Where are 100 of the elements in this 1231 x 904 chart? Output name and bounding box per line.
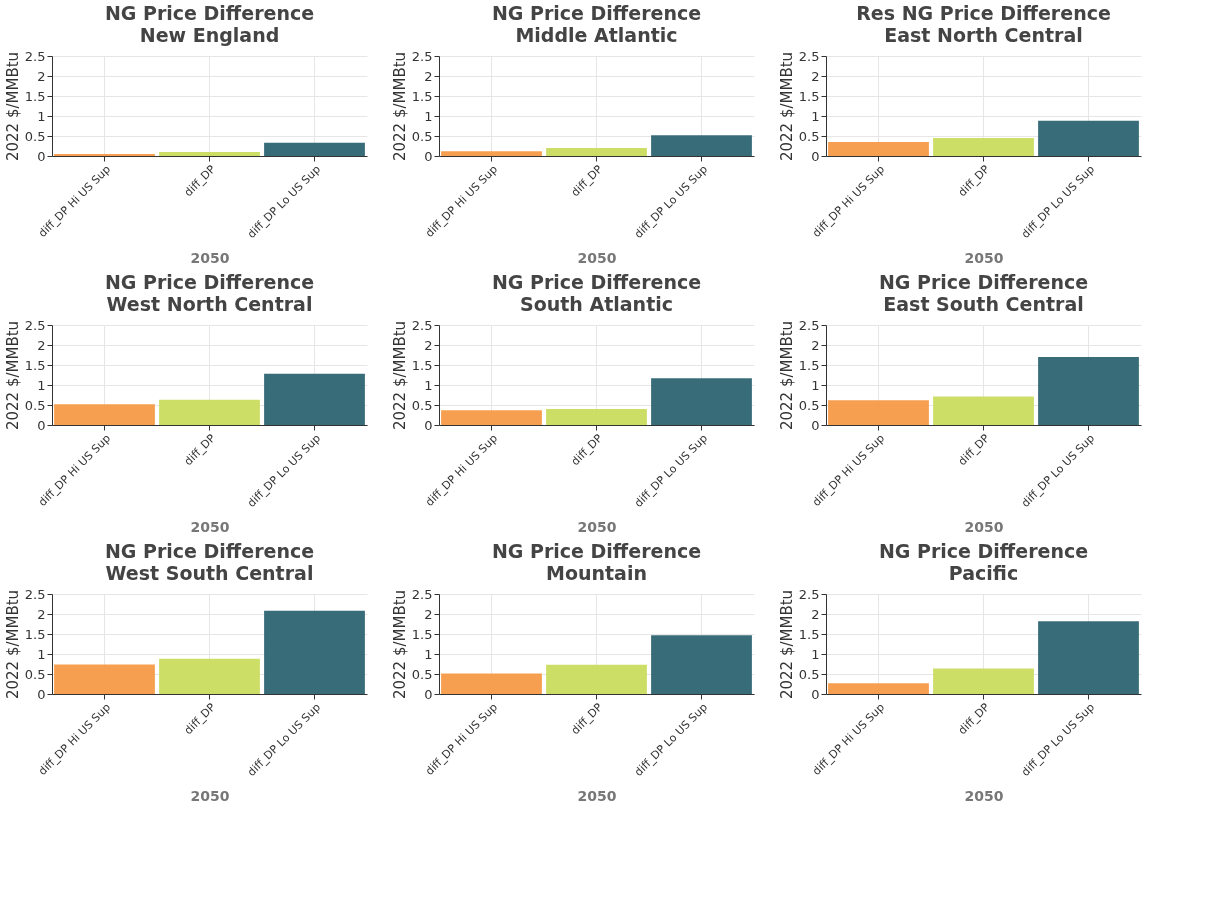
chart-title: NG Price Difference — [104, 540, 315, 562]
x-axis-title: 2050 — [964, 519, 1004, 536]
bar — [828, 400, 929, 425]
chart-subtitle: Mountain — [546, 562, 647, 584]
y-axis-title: 2022 $/MMBtu — [390, 320, 409, 431]
x-axis-title: 2050 — [190, 250, 230, 267]
x-axis-title: 2050 — [577, 250, 617, 267]
bar — [54, 404, 155, 425]
y-tick-label: 2 — [424, 606, 433, 622]
y-tick-label: 1.5 — [411, 357, 433, 373]
bar — [264, 373, 365, 425]
y-tick-label: 2 — [424, 68, 433, 84]
chart-subtitle: West South Central — [105, 562, 314, 584]
y-tick-label: 2 — [37, 337, 46, 353]
bar — [933, 668, 1034, 694]
bar — [1038, 621, 1139, 694]
bar — [933, 138, 1034, 156]
y-tick-label: 2.5 — [411, 48, 433, 64]
chart-subtitle: East South Central — [883, 293, 1084, 315]
bar — [54, 664, 155, 694]
bar — [651, 635, 752, 694]
bar — [546, 148, 647, 156]
y-tick-label: 1 — [424, 377, 433, 393]
bar — [159, 399, 260, 425]
y-axis-title: 2022 $/MMBtu — [777, 51, 796, 162]
y-tick-label: 1.5 — [24, 357, 46, 373]
y-axis-title: 2022 $/MMBtu — [3, 589, 22, 700]
y-tick-label: 1 — [424, 646, 433, 662]
y-tick-label: 1 — [811, 377, 820, 393]
y-tick-label: 2 — [37, 68, 46, 84]
y-tick-label: 1 — [811, 108, 820, 124]
bar — [441, 410, 542, 425]
x-axis-title: 2050 — [964, 788, 1004, 805]
bar — [264, 610, 365, 694]
chart-title: Res NG Price Difference — [856, 2, 1111, 24]
x-axis-title: 2050 — [190, 788, 230, 805]
y-tick-label: 0 — [424, 417, 433, 433]
y-axis-title: 2022 $/MMBtu — [3, 320, 22, 431]
bar — [651, 378, 752, 425]
bar — [546, 409, 647, 425]
y-tick-label: 0.5 — [798, 666, 820, 682]
y-axis-title: 2022 $/MMBtu — [777, 589, 796, 700]
y-tick-label: 2.5 — [798, 48, 820, 64]
x-axis-title: 2050 — [577, 519, 617, 536]
y-tick-label: 0 — [811, 686, 820, 702]
y-tick-label: 1 — [37, 646, 46, 662]
bar — [546, 664, 647, 694]
y-axis-title: 2022 $/MMBtu — [390, 51, 409, 162]
y-tick-label: 1 — [424, 108, 433, 124]
y-tick-label: 1.5 — [24, 88, 46, 104]
bar — [441, 673, 542, 694]
y-tick-label: 0 — [424, 148, 433, 164]
y-tick-label: 1 — [37, 108, 46, 124]
y-tick-label: 2.5 — [798, 317, 820, 333]
y-tick-label: 0.5 — [24, 128, 46, 144]
y-tick-label: 2.5 — [411, 317, 433, 333]
bar — [159, 658, 260, 694]
y-tick-label: 2 — [424, 337, 433, 353]
bar — [933, 396, 1034, 425]
x-axis-title: 2050 — [964, 250, 1004, 267]
y-tick-label: 2.5 — [24, 317, 46, 333]
y-tick-label: 1 — [37, 377, 46, 393]
bar — [828, 142, 929, 156]
y-tick-label: 2.5 — [24, 586, 46, 602]
chart-title: NG Price Difference — [491, 540, 702, 562]
chart-subtitle: Pacific — [948, 562, 1019, 584]
chart-title: NG Price Difference — [104, 2, 315, 24]
y-tick-label: 2 — [37, 606, 46, 622]
y-tick-label: 0.5 — [798, 397, 820, 413]
chart-title: NG Price Difference — [491, 2, 702, 24]
chart-subtitle: West North Central — [106, 293, 313, 315]
y-tick-label: 1.5 — [24, 626, 46, 642]
chart-title: NG Price Difference — [878, 540, 1089, 562]
y-tick-label: 2.5 — [24, 48, 46, 64]
x-axis-title: 2050 — [190, 519, 230, 536]
chart-title: NG Price Difference — [878, 271, 1089, 293]
y-tick-label: 1.5 — [798, 357, 820, 373]
y-axis-title: 2022 $/MMBtu — [777, 320, 796, 431]
bar — [828, 683, 929, 694]
y-tick-label: 0.5 — [798, 128, 820, 144]
y-tick-label: 0.5 — [411, 397, 433, 413]
y-tick-label: 0 — [37, 148, 46, 164]
y-tick-label: 1.5 — [411, 88, 433, 104]
chart-subtitle: Middle Atlantic — [515, 24, 678, 46]
y-tick-label: 0 — [424, 686, 433, 702]
x-axis-title: 2050 — [577, 788, 617, 805]
y-tick-label: 1.5 — [798, 88, 820, 104]
bar — [651, 135, 752, 156]
chart-subtitle: South Atlantic — [520, 293, 673, 315]
y-tick-label: 1.5 — [411, 626, 433, 642]
y-axis-title: 2022 $/MMBtu — [3, 51, 22, 162]
chart-subtitle: East North Central — [884, 24, 1083, 46]
y-tick-label: 2 — [811, 68, 820, 84]
y-tick-label: 0.5 — [411, 128, 433, 144]
y-tick-label: 1 — [811, 646, 820, 662]
bar — [1038, 120, 1139, 156]
y-tick-label: 2 — [811, 337, 820, 353]
y-tick-label: 0 — [811, 148, 820, 164]
y-tick-label: 0 — [37, 417, 46, 433]
y-tick-label: 1.5 — [798, 626, 820, 642]
